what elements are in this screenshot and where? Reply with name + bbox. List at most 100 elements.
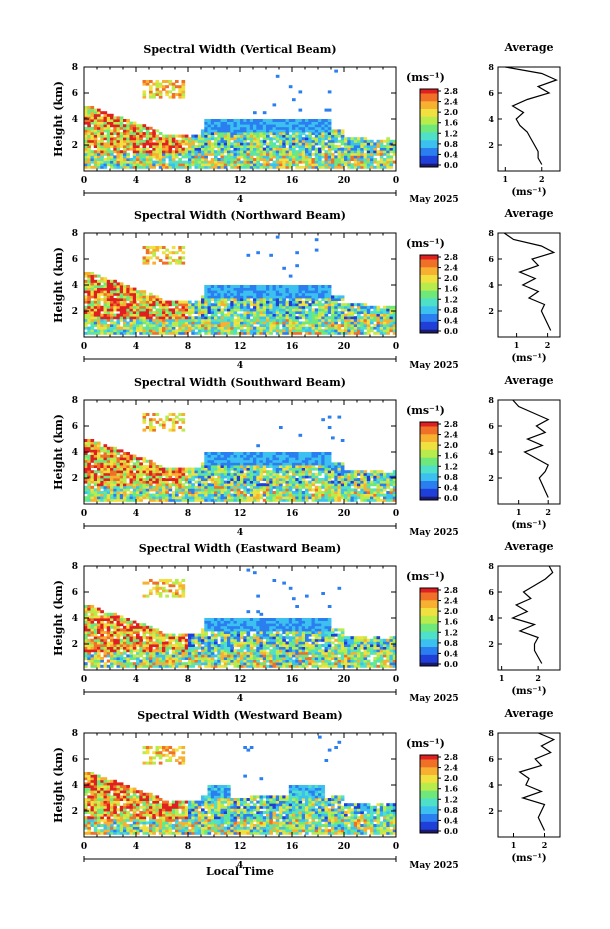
heatmap-cell (123, 480, 127, 484)
heatmap-cell (110, 287, 114, 291)
heatmap-cell (292, 139, 296, 143)
heatmap-cell (249, 475, 254, 479)
colorbar-segment (420, 126, 438, 129)
heatmap-cell (188, 321, 192, 325)
heatmap-cell (223, 452, 228, 455)
heatmap-cell (152, 147, 156, 151)
heatmap-cell (171, 246, 176, 249)
heatmap-cell (184, 303, 189, 307)
heatmap-cell (321, 313, 325, 317)
heatmap-cell (84, 318, 88, 322)
heatmap-cell (311, 493, 316, 497)
heatmap-cell (223, 491, 228, 494)
heatmap-cell (236, 465, 241, 468)
heatmap-cell (110, 457, 114, 461)
heatmap-cell (90, 311, 95, 314)
heatmap-cell (279, 452, 283, 455)
heatmap-cell (201, 150, 205, 154)
heatmap-cell (389, 147, 394, 151)
heatmap-cell (201, 132, 205, 135)
heatmap-cell (350, 470, 355, 474)
heatmap-cell (240, 321, 244, 325)
heatmap-cell (305, 496, 309, 500)
heatmap-cell (373, 147, 377, 151)
heatmap-cell (106, 155, 111, 159)
heatmap-cell (363, 475, 368, 479)
heatmap-cell (217, 470, 221, 474)
heatmap-cell (149, 318, 153, 322)
heatmap-cell (318, 119, 322, 122)
heatmap-cell (383, 311, 387, 314)
heatmap-cell (152, 145, 156, 148)
heatmap-cell (295, 485, 299, 489)
heatmap-cell (230, 155, 234, 159)
heatmap-cell (139, 457, 143, 461)
heatmap-cell (204, 457, 208, 461)
heatmap-cell (344, 163, 348, 167)
heatmap-cell (249, 457, 254, 461)
heatmap-cell (314, 318, 319, 322)
heatmap-cell (298, 150, 303, 154)
heatmap-cell (292, 470, 296, 474)
heatmap-cell (223, 457, 228, 461)
heatmap-cell (214, 158, 218, 161)
heatmap-cell (155, 298, 160, 301)
heatmap-cell (139, 160, 143, 164)
heatmap-cell (383, 313, 387, 317)
colorbar-segment (420, 280, 438, 283)
heatmap-cell (321, 498, 325, 502)
heatmap-cell (175, 261, 179, 265)
heatmap-cell (236, 452, 241, 455)
heatmap-cell (165, 318, 169, 322)
heatmap-cell (327, 485, 332, 489)
heatmap-cell (106, 313, 111, 317)
heatmap-cell (288, 165, 293, 169)
heatmap-cell (324, 145, 329, 148)
heatmap-cell (314, 472, 319, 476)
heatmap-cell (178, 248, 182, 252)
heatmap-cell (363, 321, 368, 325)
heatmap-cell (162, 145, 166, 148)
heatmap-cell (243, 147, 247, 151)
heatmap-cell (220, 496, 225, 500)
heatmap-cell (285, 303, 290, 307)
heatmap-cell (259, 129, 264, 133)
heatmap-cell (197, 475, 202, 479)
heatmap-cell (165, 313, 169, 317)
heatmap-cell (84, 282, 88, 286)
heatmap-cell (214, 295, 218, 299)
heatmap-cell (282, 329, 286, 333)
heatmap-cell (181, 155, 186, 159)
heatmap-cell (240, 150, 244, 154)
heatmap-cell (350, 145, 355, 148)
heatmap-cell (236, 462, 241, 466)
chart-title: Spectral Width (Vertical Beam) (143, 43, 337, 56)
heatmap-cell (184, 147, 189, 151)
heatmap-cell (129, 496, 134, 500)
heatmap-cell (126, 326, 130, 330)
heatmap-cell (100, 457, 104, 461)
heatmap-cell (246, 145, 251, 148)
heatmap-cell (353, 480, 358, 484)
heatmap-cell (272, 329, 277, 333)
heatmap-cell (363, 498, 368, 502)
heatmap-cell (123, 457, 127, 461)
heatmap-cell (279, 290, 283, 294)
heatmap-cell (152, 480, 156, 484)
heatmap-cell (272, 298, 277, 301)
heatmap-cell (233, 462, 238, 466)
heatmap-cell (227, 303, 231, 307)
heatmap-cell (308, 147, 312, 151)
heatmap-cell (285, 129, 290, 133)
heatmap-cell (119, 290, 124, 294)
heatmap-cell (194, 470, 199, 474)
heatmap-cell (132, 137, 137, 141)
heatmap-cell (272, 326, 277, 330)
heatmap-cell (308, 467, 312, 471)
heatmap-cell (249, 496, 254, 500)
heatmap-cell (129, 324, 134, 327)
heatmap-cell (311, 452, 316, 455)
heatmap-cell (272, 287, 277, 291)
heatmap-cell (97, 324, 101, 327)
